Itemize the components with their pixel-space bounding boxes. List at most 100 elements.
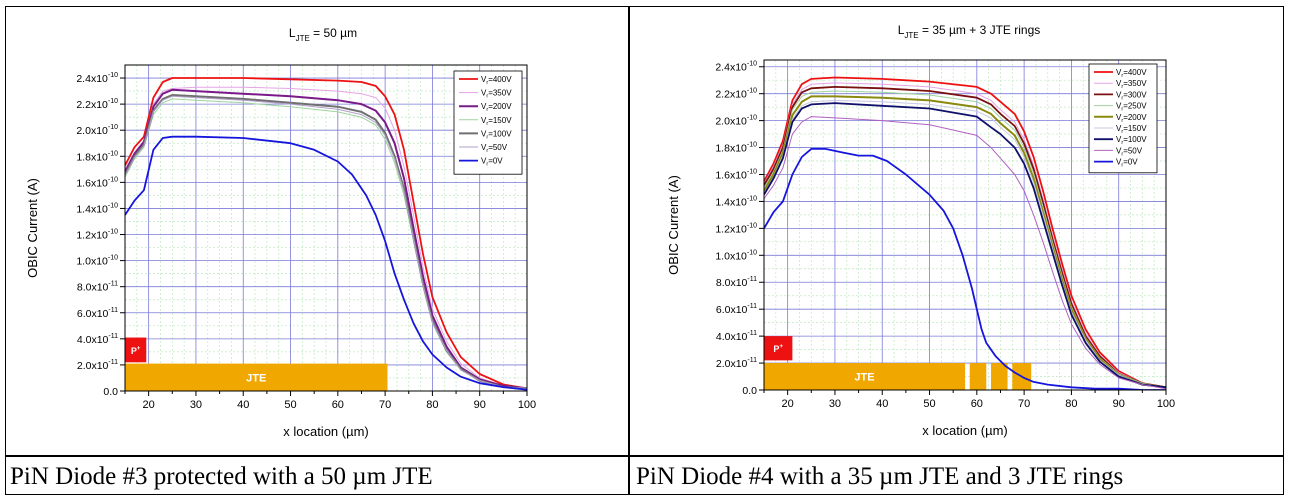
legend-entry: Vr=150V <box>481 116 512 127</box>
y-tick-label: 1.2x10-10 <box>76 229 118 242</box>
y-axis-label: OBIC Current (A) <box>25 178 40 278</box>
x-tick-label: 20 <box>782 398 794 410</box>
x-tick-label: 80 <box>426 399 438 411</box>
y-tick-label: 6.0x10-11 <box>77 307 118 320</box>
legend-entry: Vr=50V <box>481 143 508 154</box>
y-tick-label: 2.0x10-10 <box>715 115 757 128</box>
y-tick-label: 2.2x10-10 <box>715 88 757 101</box>
figure-table-divider-vertical <box>628 6 630 495</box>
y-tick-label: 1.8x10-10 <box>76 150 118 163</box>
y-tick-label: 1.4x10-10 <box>76 202 118 215</box>
series-line-0v <box>764 147 1166 390</box>
legend: Vr=400VVr=350VVr=300VVr=250VVr=200VVr=15… <box>1088 63 1158 174</box>
series-line-200v <box>764 95 1166 389</box>
y-tick-label: 1.0x10-10 <box>715 249 757 262</box>
region-label: P+ <box>131 346 141 356</box>
series-group <box>125 77 527 391</box>
chart-right: P+ JTE 20 30 40 50 60 70 80 90 100 0.0 2.0x10-11 4.0x… <box>666 23 1175 438</box>
y-tick-label: 1.6x10-10 <box>715 168 757 181</box>
y-axis-label: OBIC Current (A) <box>666 175 681 275</box>
figure-table-border <box>5 6 1284 495</box>
region-jte <box>764 363 965 390</box>
series-line-150v <box>764 99 1166 388</box>
legend-entry: Vr=300V <box>1116 90 1147 101</box>
legend-entry: Vr=200V <box>1116 113 1147 124</box>
region-pplus <box>764 336 793 361</box>
x-tick-label: 60 <box>971 398 983 410</box>
legend-entry: Vr=0V <box>481 157 503 168</box>
x-tick-label: 50 <box>284 399 296 411</box>
y-tick-label: 8.0x10-11 <box>77 281 118 294</box>
series-line-350v <box>125 86 527 389</box>
legend-entry: Vr=100V <box>481 129 512 140</box>
series-line-350v <box>764 82 1166 388</box>
legend-entry: Vr=400V <box>481 75 512 86</box>
x-tick-label: 30 <box>829 398 841 410</box>
x-tick-label: 20 <box>143 399 155 411</box>
x-tick-label: 70 <box>1018 398 1030 410</box>
y-tick-label: 1.2x10-10 <box>715 222 757 235</box>
legend-entry: Vr=0V <box>1116 158 1138 169</box>
series-line-50v <box>764 116 1166 390</box>
legend-entry: Vr=350V <box>481 89 512 100</box>
region-label: JTE <box>854 372 874 384</box>
y-tick-label: 1.8x10-10 <box>715 142 757 155</box>
legend: Vr=400V Vr=350V Vr=200V Vr=150V Vr=100V Vr=50… <box>453 70 523 175</box>
region-jte-ring <box>991 363 1008 390</box>
y-tick-label: 1.6x10-10 <box>76 176 118 189</box>
legend-entry: Vr=350V <box>1116 79 1147 90</box>
series-line-100v <box>764 102 1166 389</box>
x-tick-label: 70 <box>379 399 391 411</box>
y-tick-label: 2.4x10-10 <box>76 72 118 85</box>
y-tick-label: 2.4x10-10 <box>715 61 757 74</box>
y-tick-label: 6.0x10-11 <box>716 303 757 316</box>
y-tick-label: 2.0x10-11 <box>77 359 118 372</box>
series-line-400v <box>764 76 1166 389</box>
region-jte-ring <box>969 363 987 390</box>
x-axis-label: x location (µm) <box>922 423 1008 438</box>
x-tick-label: 60 <box>332 399 344 411</box>
series-line-200v <box>125 88 527 390</box>
x-axis-label: x location (µm) <box>283 424 369 439</box>
x-tick-label: 40 <box>876 398 888 410</box>
legend-box <box>1088 63 1158 174</box>
x-tick-label: 90 <box>474 399 486 411</box>
x-tick-label: 100 <box>518 399 536 411</box>
x-tick-label: 100 <box>1157 398 1175 410</box>
legend-entry: Vr=400V <box>1116 68 1147 79</box>
series-group <box>764 76 1166 390</box>
x-tick-label: 40 <box>237 399 249 411</box>
y-tick-label: 0.0 <box>742 385 757 397</box>
y-tick-label: 4.0x10-11 <box>716 330 757 343</box>
legend-entry: Vr=150V <box>1116 124 1147 135</box>
region-label: JTE <box>246 372 266 384</box>
region-jte <box>125 363 388 391</box>
y-tick-label: 2.0x10-10 <box>76 124 118 137</box>
series-line-400v <box>125 77 527 390</box>
plot-frame <box>124 64 528 392</box>
series-line-50v <box>125 95 527 389</box>
chart-cell-right: P+ JTE 20 30 40 50 60 70 80 90 100 0.0 2.0x10-11 4.0x… <box>630 7 1283 454</box>
chart-title: LJTE = 35 µm + 3 JTE rings <box>898 23 1041 40</box>
y-tick-label: 1.4x10-10 <box>715 195 757 208</box>
region-label: P+ <box>773 344 783 354</box>
y-tick-label: 0.0 <box>103 386 118 398</box>
chart-cell-left: P+ JTE 20 30 40 50 60 70 80 90 100 0.0 2.0x10-11 4.0x… <box>6 7 627 454</box>
y-tick-label: 4.0x10-11 <box>77 333 118 346</box>
legend-entry: Vr=100V <box>1116 135 1147 146</box>
figure-table-divider-horizontal <box>5 455 1284 457</box>
chart-left: P+ JTE 20 30 40 50 60 70 80 90 100 0.0 2.0x10-11 4.0x… <box>25 26 536 439</box>
legend-entry: Vr=50V <box>1116 146 1143 157</box>
caption-left: PiN Diode #3 protected with a 50 µm JTE <box>10 463 433 490</box>
x-tick-label: 30 <box>190 399 202 411</box>
y-tick-label: 1.0x10-10 <box>76 255 118 268</box>
series-line-300v <box>764 86 1166 389</box>
plot-frame <box>763 59 1167 391</box>
x-tick-label: 80 <box>1065 398 1077 410</box>
y-tick-label: 8.0x10-11 <box>716 276 757 289</box>
region-pplus <box>125 337 147 363</box>
chart-title: LJTE = 50 µm <box>289 26 357 43</box>
legend-box <box>453 70 523 175</box>
legend-entry: Vr=250V <box>1116 102 1147 113</box>
legend-entry: Vr=200V <box>481 102 512 113</box>
